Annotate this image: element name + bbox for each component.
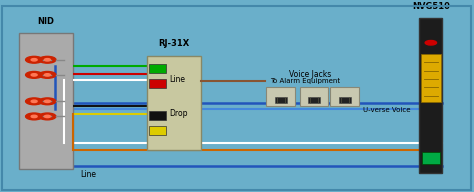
FancyBboxPatch shape (422, 152, 440, 164)
FancyBboxPatch shape (419, 18, 442, 173)
Text: Drop: Drop (170, 109, 188, 118)
Text: Line: Line (81, 170, 97, 180)
Circle shape (31, 100, 37, 103)
Circle shape (26, 56, 43, 63)
Circle shape (45, 100, 50, 103)
FancyBboxPatch shape (421, 54, 441, 102)
Text: NVG510: NVG510 (412, 2, 450, 11)
FancyBboxPatch shape (19, 33, 73, 169)
FancyBboxPatch shape (149, 126, 166, 135)
Circle shape (26, 71, 43, 78)
Circle shape (31, 115, 37, 118)
Circle shape (45, 59, 50, 61)
FancyBboxPatch shape (149, 64, 166, 73)
FancyBboxPatch shape (330, 87, 359, 106)
FancyBboxPatch shape (275, 97, 287, 103)
Circle shape (26, 113, 43, 120)
Circle shape (31, 59, 37, 61)
Text: RJ-31X: RJ-31X (159, 39, 190, 48)
Circle shape (45, 74, 50, 76)
FancyBboxPatch shape (149, 79, 166, 88)
Circle shape (26, 98, 43, 105)
Text: Voice Jacks: Voice Jacks (289, 70, 332, 79)
FancyBboxPatch shape (339, 97, 351, 103)
Circle shape (39, 113, 56, 120)
Circle shape (425, 41, 437, 45)
Circle shape (45, 115, 50, 118)
Text: U-verse Voice: U-verse Voice (363, 107, 410, 113)
Circle shape (39, 56, 56, 63)
FancyBboxPatch shape (266, 87, 295, 106)
FancyBboxPatch shape (308, 97, 320, 103)
Circle shape (39, 98, 56, 105)
FancyBboxPatch shape (300, 87, 328, 106)
Circle shape (39, 71, 56, 78)
Circle shape (31, 74, 37, 76)
Text: NID: NID (38, 17, 55, 26)
Text: Line: Line (170, 75, 186, 84)
FancyBboxPatch shape (147, 56, 201, 151)
FancyBboxPatch shape (149, 111, 166, 120)
Text: To Alarm Equipment: To Alarm Equipment (270, 79, 340, 84)
